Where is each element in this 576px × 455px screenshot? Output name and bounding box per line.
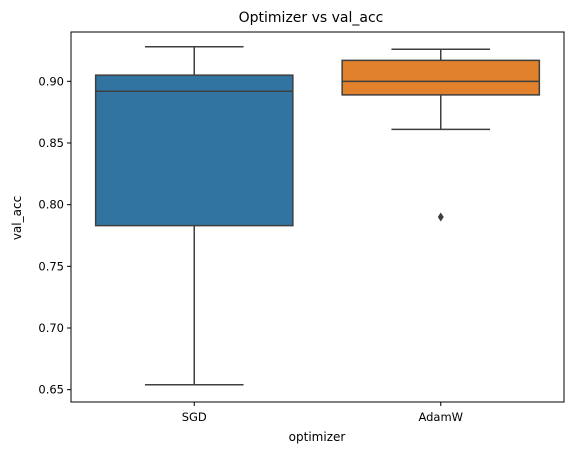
y-tick-label: 0.80 [38, 198, 64, 212]
plot-frame [70, 31, 565, 403]
y-tick-label: 0.85 [38, 136, 64, 150]
box-iqr [341, 59, 541, 96]
box-adamw [341, 48, 541, 222]
y-tick-label: 0.65 [38, 383, 64, 397]
x-axis-label: optimizer [289, 430, 346, 444]
y-tick-label: 0.70 [38, 321, 64, 335]
x-tick-label: AdamW [418, 410, 463, 424]
y-tick-label: 0.75 [38, 259, 64, 273]
x-tick-label: SGD [182, 410, 207, 424]
chart-title: Optimizer vs val_acc [239, 10, 384, 26]
box-iqr [94, 74, 294, 227]
y-axis-ticks: 0.65 0.70 0.75 0.80 0.85 0.90 [38, 74, 71, 397]
y-axis-label: val_acc [10, 196, 24, 240]
x-axis-ticks: SGD AdamW [182, 402, 463, 424]
box-sgd [94, 46, 294, 386]
outlier-point [437, 212, 444, 222]
y-tick-label: 0.90 [38, 74, 64, 88]
plot-area [94, 46, 541, 386]
